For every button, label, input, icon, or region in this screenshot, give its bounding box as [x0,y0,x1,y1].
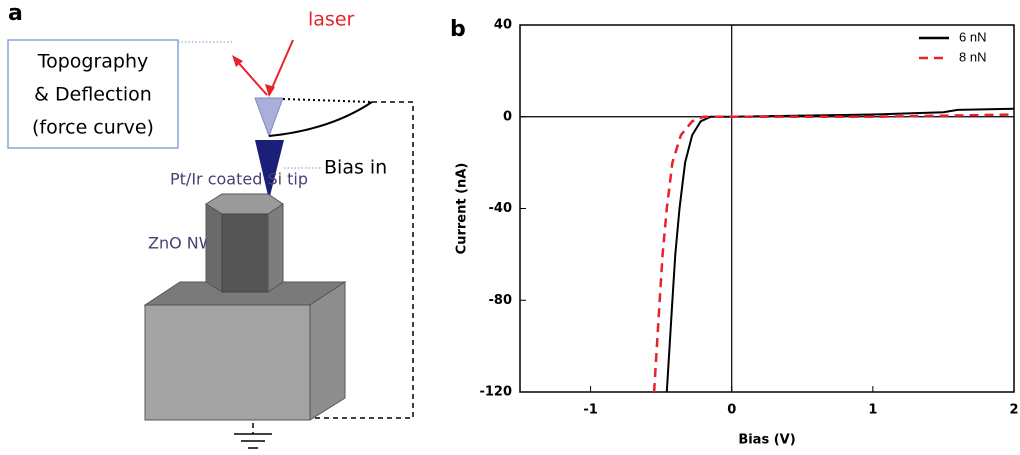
series-line [665,107,1015,393]
nw-label: ZnO NW [148,234,215,253]
box-text: Topography [37,51,149,73]
laser-out [235,59,268,96]
cantilever-tip [254,97,284,138]
dotted-line [282,98,373,103]
panel-label: a [8,1,23,26]
laser-label: laser [308,9,355,31]
x-tick-label: 0 [727,403,736,418]
box-text: (force curve) [32,117,154,139]
probe-tip [255,140,284,200]
x-axis-label: Bias (V) [738,433,795,448]
cantilever [268,101,373,137]
tip-label: Pt/Ir coated Si tip [170,170,308,189]
x-tick-label: 1 [868,403,877,418]
legend-label: 6 nN [959,29,986,44]
x-tick-label: 2 [1009,403,1018,418]
nw-face [267,203,284,293]
info-box [7,39,179,149]
block-side [309,281,346,421]
panel-label: b [450,17,466,42]
y-axis-label: Current (nA) [455,163,470,255]
y-tick-label: 40 [494,18,512,33]
box-text: & Deflection [34,84,152,106]
arrow [232,55,243,67]
bias-label: Bias in [324,157,387,179]
nw-face [221,213,269,293]
x-tick-label: -1 [583,403,597,418]
series-line [652,113,1015,393]
nw-face [205,203,223,293]
laser-in [268,39,294,96]
plot-frame [519,24,1015,393]
circuit [252,101,414,434]
block-front [144,304,311,421]
legend-label: 8 nN [959,49,986,64]
y-tick-label: -120 [479,385,512,400]
arrow [265,84,275,97]
y-tick-label: -40 [489,201,513,216]
y-tick-label: -80 [489,293,513,308]
y-tick-label: 0 [503,109,512,124]
